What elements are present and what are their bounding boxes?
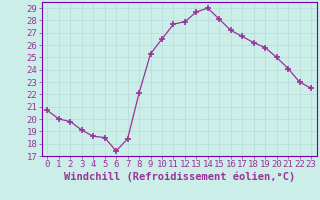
X-axis label: Windchill (Refroidissement éolien,°C): Windchill (Refroidissement éolien,°C) bbox=[64, 172, 295, 182]
